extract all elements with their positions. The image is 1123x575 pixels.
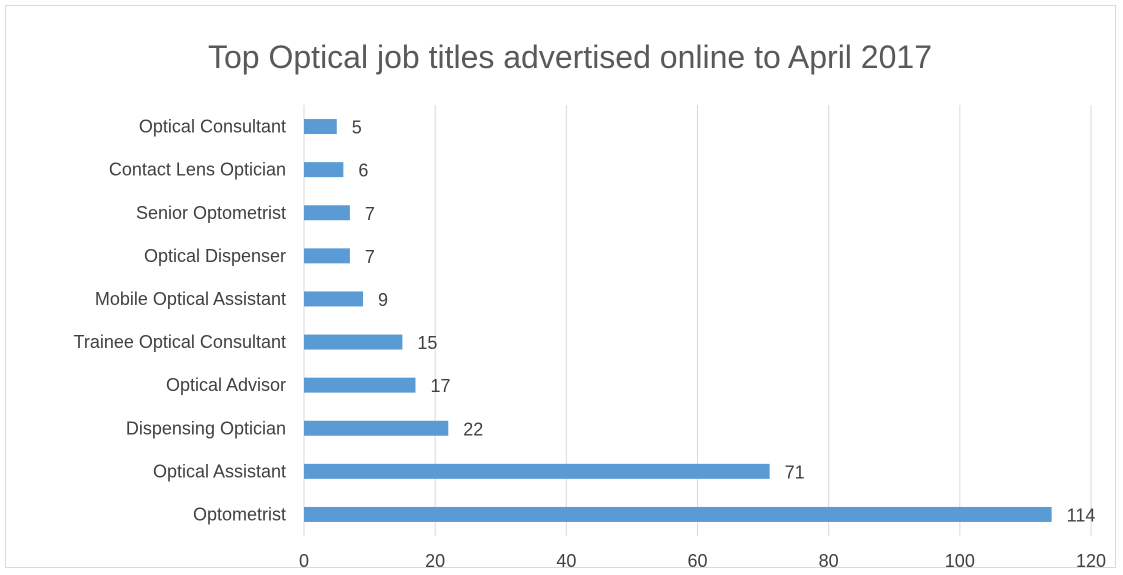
bar (304, 377, 416, 393)
x-tick-label: 0 (299, 551, 309, 569)
data-label: 7 (365, 204, 375, 224)
category-label: Mobile Optical Assistant (95, 289, 286, 309)
category-label: Optical Dispenser (144, 246, 286, 266)
bar (304, 205, 350, 221)
category-label: Optometrist (193, 504, 286, 524)
data-label: 22 (463, 419, 483, 439)
bar (304, 420, 449, 436)
chart-title: Top Optical job titles advertised online… (208, 39, 932, 75)
x-axis-tick-labels: 0 20 40 60 80 100 120 (299, 551, 1106, 569)
x-tick-label: 80 (819, 551, 839, 569)
bar (304, 463, 770, 479)
bar (304, 506, 1052, 522)
category-label: Optical Consultant (139, 117, 286, 137)
data-label: 6 (358, 161, 368, 181)
x-tick-label: 20 (425, 551, 445, 569)
bar-chart: Top Optical job titles advertised online… (74, 39, 1106, 569)
data-label: 71 (785, 462, 805, 482)
data-label: 17 (430, 376, 450, 396)
x-tick-label: 120 (1076, 551, 1106, 569)
data-label: 9 (378, 290, 388, 310)
data-label: 15 (417, 333, 437, 353)
bar (304, 291, 364, 307)
x-tick-label: 60 (687, 551, 707, 569)
x-tick-label: 40 (556, 551, 576, 569)
data-label: 5 (352, 118, 362, 138)
data-label: 114 (1067, 505, 1096, 525)
chart-frame: Top Optical job titles advertised online… (5, 5, 1116, 569)
data-label: 7 (365, 247, 375, 267)
data-labels: 5 6 7 7 9 15 17 22 71 114 (352, 118, 1096, 526)
bar (304, 248, 350, 264)
category-label: Trainee Optical Consultant (74, 332, 286, 352)
bar (304, 119, 337, 135)
category-label: Optical Advisor (166, 375, 286, 395)
category-labels: Optical Consultant Contact Lens Optician S… (74, 117, 286, 525)
bar (304, 334, 403, 350)
category-label: Optical Assistant (153, 461, 286, 481)
category-label: Contact Lens Optician (109, 160, 286, 180)
bars (304, 119, 1052, 522)
bar (304, 162, 344, 178)
category-label: Senior Optometrist (136, 203, 286, 223)
category-label: Dispensing Optician (126, 418, 286, 438)
gridlines (303, 105, 1092, 536)
x-tick-label: 100 (945, 551, 975, 569)
